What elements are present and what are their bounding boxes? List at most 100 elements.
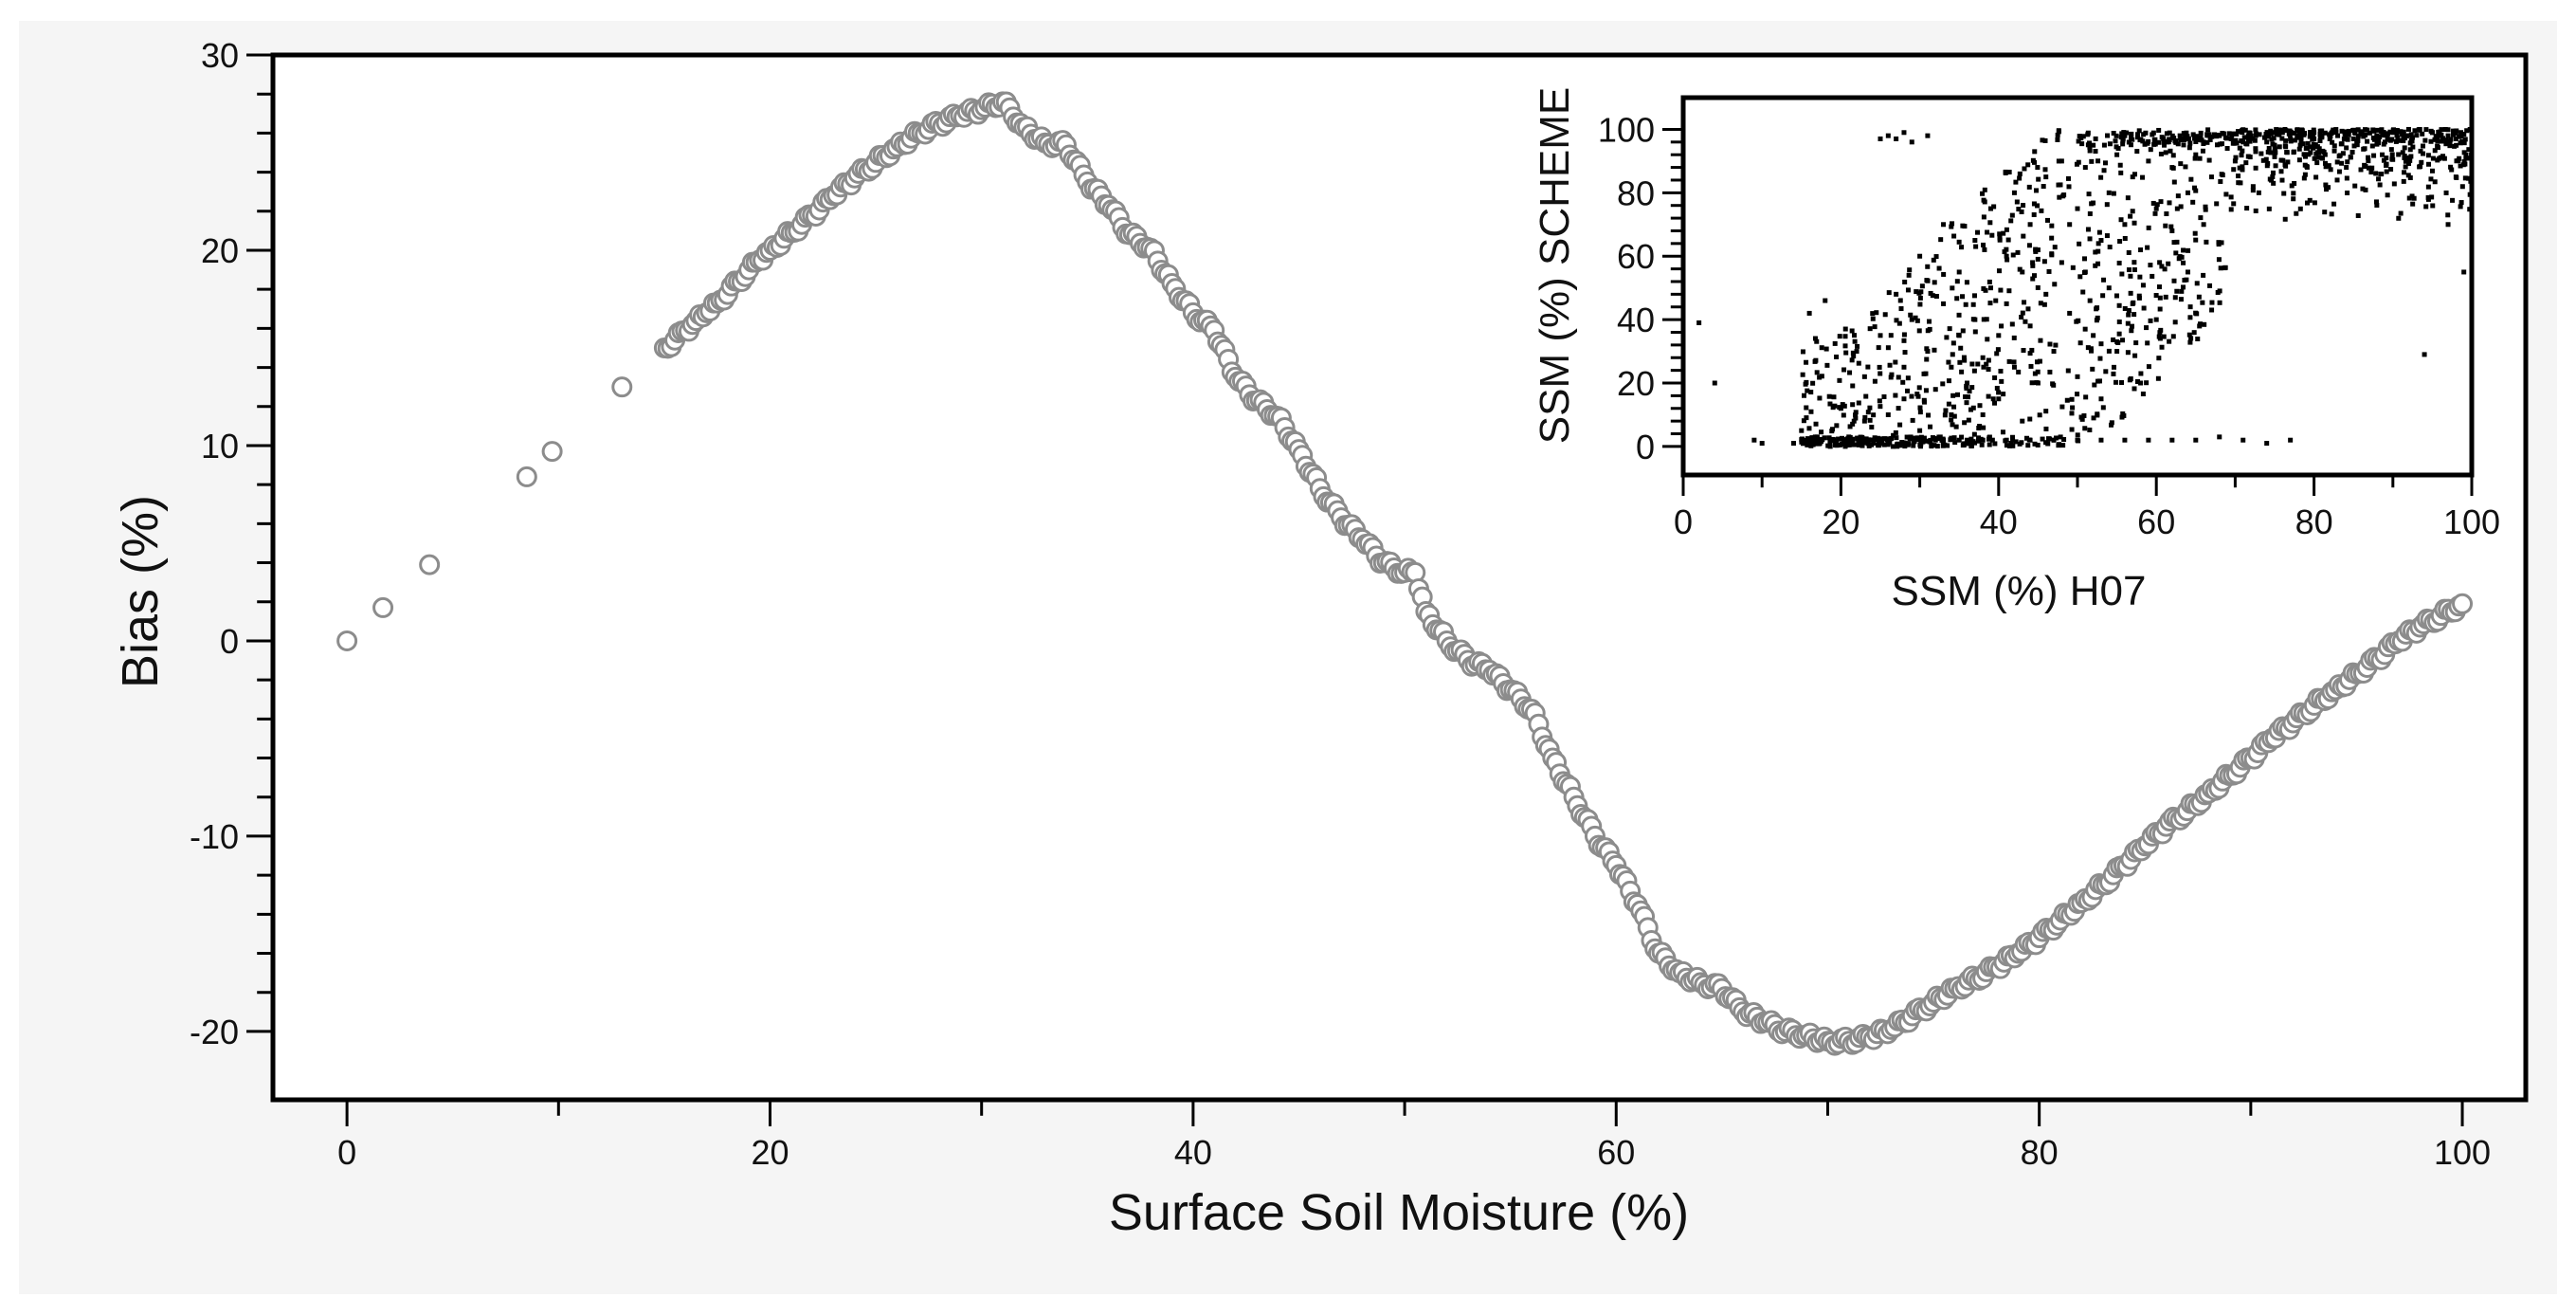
scatter-point bbox=[2386, 137, 2391, 142]
scatter-point bbox=[2190, 132, 2196, 137]
scatter-point bbox=[1850, 440, 1856, 446]
inset-x-ticks: 0 20 40 60 80 100 bbox=[1674, 475, 2500, 541]
scatter-point bbox=[2075, 206, 2080, 211]
scatter-point bbox=[2137, 274, 2143, 280]
scatter-point bbox=[2029, 347, 2035, 353]
scatter-point bbox=[2035, 203, 2041, 209]
scatter-point bbox=[2035, 165, 2041, 171]
scatter-point bbox=[1976, 435, 1982, 441]
scatter-point bbox=[1950, 422, 1955, 428]
scatter-point bbox=[2228, 136, 2234, 141]
scatter-point bbox=[2104, 202, 2110, 208]
scatter-point bbox=[2141, 305, 2147, 311]
scatter-point bbox=[2398, 137, 2404, 143]
scatter-point bbox=[1889, 372, 1895, 377]
scatter-point bbox=[1930, 293, 1935, 299]
scatter-point bbox=[1896, 406, 1901, 411]
scatter-point bbox=[2277, 132, 2282, 137]
scatter-point bbox=[2132, 353, 2138, 358]
scatter-point bbox=[2025, 306, 2031, 312]
bias-point bbox=[611, 376, 633, 398]
bias-point bbox=[516, 466, 537, 487]
scatter-point bbox=[1985, 229, 1990, 235]
scatter-point bbox=[2257, 132, 2262, 137]
scatter-point bbox=[1932, 443, 1937, 448]
scatter-point bbox=[2432, 137, 2438, 142]
scatter-point bbox=[1950, 393, 1956, 398]
scatter-point bbox=[1836, 436, 1841, 442]
scatter-point bbox=[1936, 265, 1942, 271]
scatter-point bbox=[1958, 345, 1964, 351]
scatter-point bbox=[2377, 134, 2383, 139]
scatter-point bbox=[2369, 143, 2375, 149]
inset-x-tick-label: 40 bbox=[1980, 502, 2018, 541]
scatter-point bbox=[2402, 170, 2407, 175]
scatter-point bbox=[1936, 434, 1942, 440]
scatter-point bbox=[2272, 130, 2277, 136]
scatter-point bbox=[2086, 192, 2092, 197]
scatter-point bbox=[1989, 232, 1995, 238]
scatter-point bbox=[2116, 331, 2122, 337]
scatter-point bbox=[2008, 218, 2014, 224]
scatter-point bbox=[2095, 248, 2101, 254]
scatter-point bbox=[2116, 302, 2122, 308]
scatter-point bbox=[1842, 441, 1848, 447]
scatter-point bbox=[2115, 339, 2121, 345]
scatter-point bbox=[1790, 441, 1796, 447]
scatter-point bbox=[2031, 201, 2037, 207]
scatter-point bbox=[2184, 130, 2189, 136]
scatter-point bbox=[2400, 150, 2405, 155]
scatter-point bbox=[2423, 204, 2429, 210]
scatter-point bbox=[2169, 437, 2175, 443]
scatter-point bbox=[2164, 131, 2169, 137]
scatter-point bbox=[2335, 133, 2341, 138]
scatter-point bbox=[2296, 146, 2302, 152]
scatter-point bbox=[1872, 324, 1878, 330]
scatter-point bbox=[2253, 208, 2259, 213]
scatter-point bbox=[2312, 144, 2317, 150]
scatter-point bbox=[1847, 370, 1853, 375]
scatter-point bbox=[1885, 411, 1891, 417]
scatter-point bbox=[2224, 146, 2230, 152]
scatter-point bbox=[2004, 253, 2009, 259]
scatter-point bbox=[1917, 410, 1923, 415]
scatter-point bbox=[1850, 350, 1856, 356]
scatter-point bbox=[2013, 179, 2019, 185]
scatter-point bbox=[2098, 174, 2104, 180]
scatter-point bbox=[2030, 276, 2036, 282]
scatter-point bbox=[1847, 439, 1853, 445]
scatter-point bbox=[2042, 137, 2048, 143]
scatter-point bbox=[2407, 175, 2413, 181]
scatter-point bbox=[2119, 271, 2125, 277]
scatter-point bbox=[2044, 217, 2050, 223]
scatter-point bbox=[2075, 392, 2080, 397]
scatter-point bbox=[2182, 136, 2187, 141]
scatter-point bbox=[2218, 178, 2223, 184]
scatter-point bbox=[2360, 186, 2366, 192]
scatter-point bbox=[2028, 363, 2034, 369]
scatter-point bbox=[1807, 438, 1813, 444]
scatter-point bbox=[1986, 435, 1992, 441]
scatter-point bbox=[1712, 380, 1717, 386]
scatter-point bbox=[2150, 132, 2155, 137]
scatter-point bbox=[1897, 422, 1903, 428]
scatter-point bbox=[2093, 136, 2098, 141]
scatter-point bbox=[2422, 137, 2428, 143]
scatter-point bbox=[2027, 222, 2033, 228]
scatter-point bbox=[2196, 294, 2202, 300]
scatter-point bbox=[1812, 358, 1818, 364]
scatter-point bbox=[2461, 150, 2467, 155]
scatter-point bbox=[1850, 436, 1856, 442]
scatter-point bbox=[1999, 378, 2005, 384]
scatter-point bbox=[2199, 137, 2204, 143]
scatter-point bbox=[2311, 133, 2316, 138]
scatter-point bbox=[1885, 133, 1891, 138]
scatter-point bbox=[2198, 130, 2204, 136]
scatter-point bbox=[2358, 167, 2364, 173]
scatter-point bbox=[2256, 190, 2261, 195]
scatter-point bbox=[2001, 230, 2006, 236]
scatter-point bbox=[1808, 409, 1814, 414]
scatter-point bbox=[1911, 439, 1916, 445]
scatter-point bbox=[1819, 429, 1824, 435]
scatter-point bbox=[2124, 130, 2130, 136]
